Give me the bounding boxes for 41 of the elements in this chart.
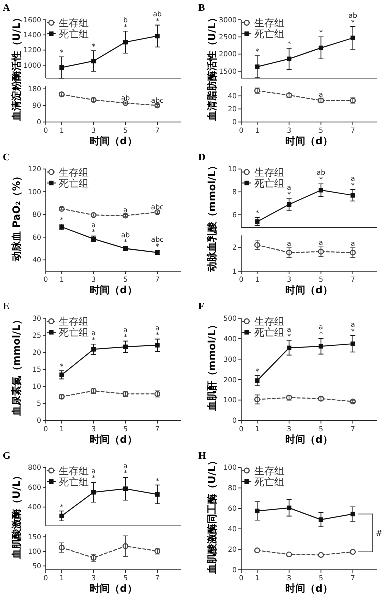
legend-label: 生存组 bbox=[59, 316, 89, 328]
annotation: # bbox=[376, 529, 383, 538]
x-axis-title: 时间（d） bbox=[90, 583, 138, 595]
legend-label: 生存组 bbox=[59, 18, 89, 30]
legend-label: 死亡组 bbox=[254, 178, 284, 190]
y-axis-title: 动脉血 PaO₂（%） bbox=[11, 171, 23, 262]
legend-label: 死亡组 bbox=[254, 28, 284, 40]
y-axis-title: 血清淀粉酶活性（U/L） bbox=[11, 13, 23, 122]
chart-title: C bbox=[3, 152, 10, 164]
legend-label: 生存组 bbox=[59, 465, 89, 478]
legend-label: 死亡组 bbox=[254, 476, 284, 488]
legend-label: 死亡组 bbox=[59, 178, 89, 190]
chart-title: H bbox=[198, 450, 206, 462]
legend-label: 死亡组 bbox=[59, 476, 89, 488]
chart-title: F bbox=[198, 302, 205, 312]
x-axis-title: 时间（d） bbox=[90, 284, 138, 296]
x-axis-title: 时间（d） bbox=[90, 434, 138, 446]
legend-label: 死亡组 bbox=[59, 327, 89, 339]
chart-title: A bbox=[3, 3, 11, 14]
x-axis-title: 时间（d） bbox=[286, 135, 333, 148]
x-axis-title: 时间（d） bbox=[286, 434, 333, 446]
chart-title: B bbox=[198, 3, 206, 14]
chart-title: D bbox=[198, 152, 206, 164]
chart-title: E bbox=[3, 302, 10, 312]
legend-label: 生存组 bbox=[254, 465, 284, 478]
legend-label: 生存组 bbox=[254, 18, 284, 30]
y-axis-title: 血肌酐（mmol/L） bbox=[206, 320, 218, 412]
y-axis-title: 血肌酸激酶（U/L） bbox=[11, 470, 23, 560]
x-axis-title: 时间（d） bbox=[286, 284, 333, 296]
legend-label: 死亡组 bbox=[59, 28, 89, 40]
y-axis-title: 动脉血乳酸（mmol/L） bbox=[206, 160, 218, 273]
legend-label: 生存组 bbox=[254, 166, 284, 179]
y-axis-title: 血清脂肪酶活性（U/L） bbox=[206, 13, 218, 122]
x-axis-title: 时间（d） bbox=[90, 135, 138, 148]
y-axis-title: 血尿素氮（mmol/L） bbox=[11, 315, 23, 418]
legend-label: 死亡组 bbox=[254, 327, 284, 339]
y-axis-title: 血肌酸激酶同工酶（U/L） bbox=[206, 456, 218, 575]
legend-label: 生存组 bbox=[254, 316, 284, 328]
legend-label: 生存组 bbox=[59, 166, 89, 179]
chart-title: G bbox=[3, 450, 11, 462]
x-axis-title: 时间（d） bbox=[286, 583, 333, 595]
